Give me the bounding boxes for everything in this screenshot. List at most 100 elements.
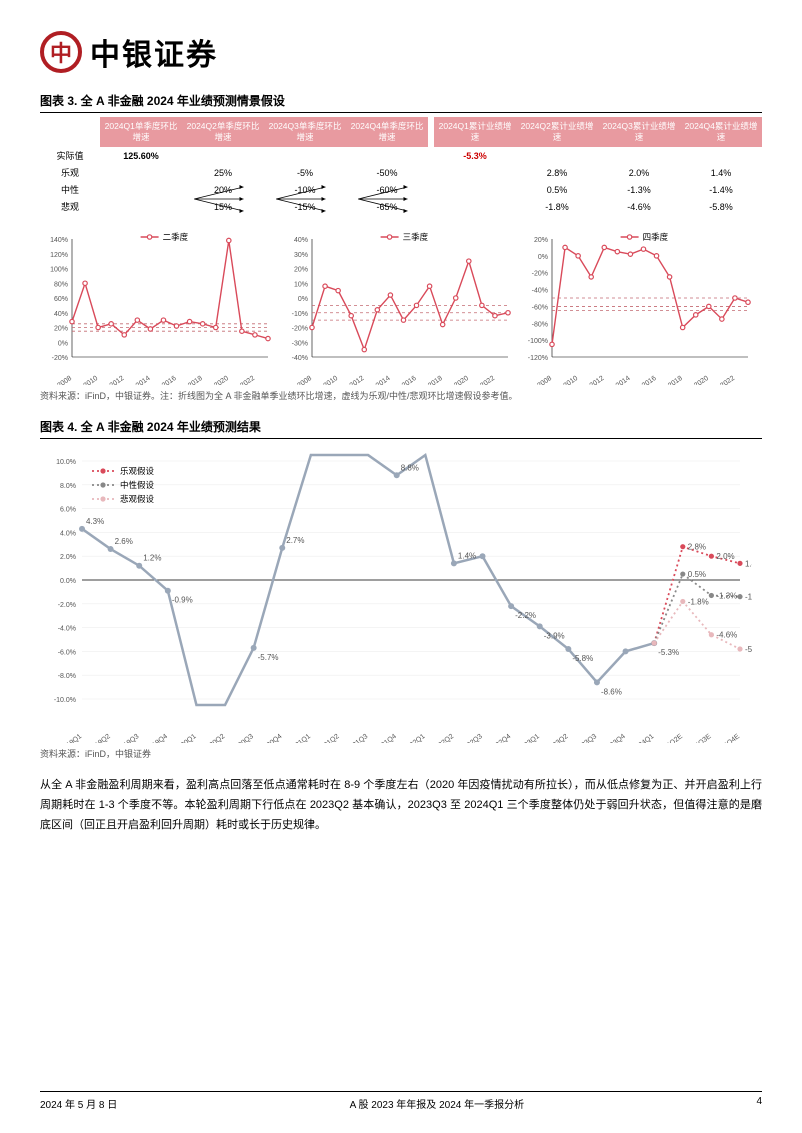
svg-text:2012: 2012 <box>589 375 606 385</box>
header: 中 中银证券 <box>40 30 762 74</box>
svg-text:2010: 2010 <box>563 375 580 385</box>
row-label: 乐观 <box>40 166 100 179</box>
cell: -4.6% <box>598 202 680 212</box>
cell: 125.60% <box>100 151 182 161</box>
svg-text:2018: 2018 <box>667 375 684 385</box>
svg-text:2024Q2E: 2024Q2E <box>656 733 684 743</box>
svg-text:2020Q4: 2020Q4 <box>260 733 284 743</box>
svg-text:2016: 2016 <box>401 375 418 385</box>
cell: -1.8% <box>516 202 598 212</box>
svg-text:乐观假设: 乐观假设 <box>120 466 155 476</box>
svg-text:2019Q1: 2019Q1 <box>59 733 83 743</box>
th: 2024Q3累计业绩增速 <box>598 117 680 147</box>
svg-text:2008: 2008 <box>536 375 553 385</box>
th: 2024Q1累计业绩增速 <box>434 117 516 147</box>
svg-text:-30%: -30% <box>292 340 308 347</box>
mini-chart: -40%-30%-20%-10%0%10%20%30%40%2008201020… <box>280 225 514 385</box>
table-row: 中性20%-10%-60%0.5%-1.3%-1.4% <box>40 181 762 198</box>
svg-text:40%: 40% <box>294 237 308 244</box>
svg-text:2019Q3: 2019Q3 <box>117 733 141 743</box>
svg-text:10.0%: 10.0% <box>56 459 76 466</box>
svg-text:4.0%: 4.0% <box>60 530 76 537</box>
logo-char: 中 <box>50 36 72 68</box>
svg-text:40%: 40% <box>54 311 68 318</box>
svg-text:-4.0%: -4.0% <box>58 626 76 633</box>
cell: 2.8% <box>516 168 598 178</box>
svg-text:2019Q2: 2019Q2 <box>88 733 112 743</box>
svg-text:0.0%: 0.0% <box>60 578 76 585</box>
cell: -5.3% <box>434 151 516 161</box>
svg-text:2022Q2: 2022Q2 <box>431 733 455 743</box>
svg-text:中性假设: 中性假设 <box>120 480 155 490</box>
cell: 25% <box>182 168 264 178</box>
cell: -5% <box>264 168 346 178</box>
svg-text:2023Q3: 2023Q3 <box>574 733 598 743</box>
svg-text:-8.6%: -8.6% <box>601 687 622 696</box>
th: 2024Q2累计业绩增速 <box>516 117 598 147</box>
svg-text:2020Q1: 2020Q1 <box>174 733 198 743</box>
svg-text:8.0%: 8.0% <box>60 483 76 490</box>
cell: 1.4% <box>680 168 762 178</box>
svg-text:-2.0%: -2.0% <box>58 602 76 609</box>
svg-text:-5.3%: -5.3% <box>658 648 679 657</box>
charts3-row: -20%0%20%40%60%80%100%120%140%2008201020… <box>40 225 762 385</box>
cell: -15% <box>264 202 346 212</box>
svg-text:-1.3%: -1.3% <box>716 592 737 601</box>
th: 2024Q3单季度环比增速 <box>264 117 346 147</box>
svg-text:2008: 2008 <box>56 375 73 385</box>
cell: -50% <box>346 168 428 178</box>
svg-text:1.4%: 1.4% <box>458 551 476 560</box>
mini-chart: -120%-100%-80%-60%-40%-20%0%20%200820102… <box>520 225 754 385</box>
mini-chart: -20%0%20%40%60%80%100%120%140%2008201020… <box>40 225 274 385</box>
chart4: -10.0%-8.0%-6.0%-4.0%-2.0%0.0%2.0%4.0%6.… <box>40 443 762 743</box>
svg-text:4.3%: 4.3% <box>86 517 104 526</box>
svg-text:2.0%: 2.0% <box>60 554 76 561</box>
cell: 15% <box>182 202 264 212</box>
svg-text:80%: 80% <box>54 281 68 288</box>
footer: 2024 年 5 月 8 日 A 股 2023 年年报及 2024 年一季报分析… <box>40 1091 762 1111</box>
svg-text:2022: 2022 <box>239 375 256 385</box>
th: 2024Q4累计业绩增速 <box>680 117 762 147</box>
svg-text:2014: 2014 <box>375 375 392 385</box>
svg-text:-2.2%: -2.2% <box>515 611 536 620</box>
svg-text:-40%: -40% <box>292 355 308 362</box>
table-row: 悲观15%-15%-65%-1.8%-4.6%-5.8% <box>40 198 762 215</box>
svg-text:20%: 20% <box>294 267 308 274</box>
svg-text:2010: 2010 <box>83 375 100 385</box>
svg-text:2020: 2020 <box>453 375 470 385</box>
svg-text:2016: 2016 <box>161 375 178 385</box>
svg-text:-20%: -20% <box>292 326 308 333</box>
svg-text:2021Q2: 2021Q2 <box>317 733 341 743</box>
svg-text:30%: 30% <box>294 252 308 259</box>
svg-text:0%: 0% <box>538 254 548 261</box>
svg-text:2021Q4: 2021Q4 <box>374 733 398 743</box>
svg-text:140%: 140% <box>50 237 68 244</box>
cell: -65% <box>346 202 428 212</box>
svg-text:-80%: -80% <box>532 321 548 328</box>
svg-text:2020: 2020 <box>693 375 710 385</box>
svg-text:2020: 2020 <box>213 375 230 385</box>
svg-text:60%: 60% <box>54 296 68 303</box>
svg-text:-5.7%: -5.7% <box>258 653 279 662</box>
row-label: 悲观 <box>40 200 100 213</box>
cell: 2.0% <box>598 168 680 178</box>
svg-text:20%: 20% <box>534 237 548 244</box>
svg-text:2024Q4E: 2024Q4E <box>714 733 742 743</box>
svg-text:-8.0%: -8.0% <box>58 673 76 680</box>
svg-text:2.6%: 2.6% <box>115 537 133 546</box>
svg-text:2019Q4: 2019Q4 <box>145 733 169 743</box>
svg-text:二季度: 二季度 <box>163 232 189 242</box>
svg-text:-20%: -20% <box>532 271 548 278</box>
svg-text:2022: 2022 <box>719 375 736 385</box>
svg-text:2020Q3: 2020Q3 <box>231 733 255 743</box>
svg-text:1.4%: 1.4% <box>745 559 752 568</box>
svg-text:0.5%: 0.5% <box>688 570 706 579</box>
svg-text:120%: 120% <box>50 252 68 259</box>
logo-icon: 中 <box>40 31 82 73</box>
body-paragraph: 从全 A 非金融盈利周期来看，盈利高点回落至低点通常耗时在 8-9 个季度左右（… <box>40 776 762 835</box>
chart4-title: 图表 4. 全 A 非金融 2024 年业绩预测结果 <box>40 418 762 439</box>
svg-text:-1.8%: -1.8% <box>688 598 709 607</box>
svg-text:2.8%: 2.8% <box>688 543 706 552</box>
svg-text:1.2%: 1.2% <box>143 554 161 563</box>
svg-text:2022Q4: 2022Q4 <box>488 733 512 743</box>
